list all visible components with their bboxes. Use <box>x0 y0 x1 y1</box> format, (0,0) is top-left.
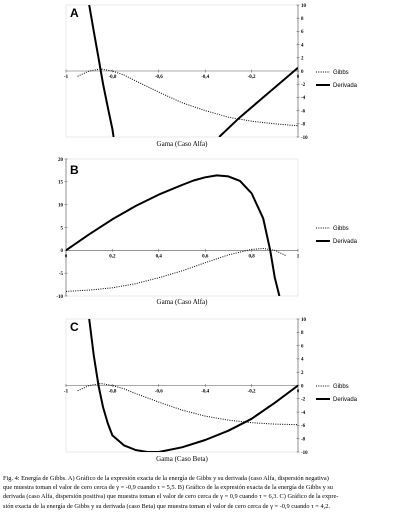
y-tick-label: -8 <box>301 123 306 128</box>
y-tick-label: 0 <box>301 384 304 389</box>
y-tick-label: 15 <box>58 181 64 186</box>
series-derivada-line <box>88 5 115 137</box>
y-tick-label: 10 <box>301 318 307 323</box>
x-tick-label: 1 <box>297 254 300 259</box>
y-tick-label: 0 <box>301 70 304 75</box>
x-tick-label: 0,2 <box>109 254 116 259</box>
series-group <box>66 174 287 296</box>
series-derivada-line <box>218 66 298 137</box>
y-tick-label: -10 <box>301 451 308 456</box>
series-gibbs-line <box>77 383 298 426</box>
y-tick-label: 10 <box>58 203 64 208</box>
y-tick-label: 8 <box>301 17 304 22</box>
y-tick-label: -6 <box>301 109 306 114</box>
x-tick-label: 0,8 <box>248 254 255 259</box>
caption-line: que muestra toman el valor de cero cerca… <box>3 484 333 492</box>
x-tick-label: -0,6 <box>155 390 163 395</box>
x-tick-label: -1 <box>64 75 69 80</box>
y-tick-label: -10 <box>56 295 63 300</box>
legend-label: Gibbs <box>333 226 349 232</box>
y-tick-label: -8 <box>301 438 306 443</box>
x-tick-label: -0,8 <box>108 75 116 80</box>
series-derivada-line <box>88 319 298 452</box>
y-tick-label: -10 <box>301 136 308 141</box>
series-gibbs-line <box>66 248 287 292</box>
caption-line: sión exacta de la energía de Gibbs y su … <box>3 502 330 510</box>
y-tick-label: 10 <box>301 4 307 9</box>
legend-label: Gibbs <box>333 384 349 390</box>
figure-caption: Fig. 4: Energía de Gibbs. A) Gráfico de … <box>3 474 414 511</box>
y-tick-label: 2 <box>301 57 304 62</box>
y-tick-label: -4 <box>301 411 306 416</box>
caption-line: derivada (caso Alfa, dispersión positiva… <box>3 493 339 501</box>
y-tick-label: 8 <box>301 331 304 336</box>
x-tick-label: -0,2 <box>248 75 256 80</box>
legend-label: Derivada <box>333 397 358 403</box>
y-tick-label: -2 <box>301 398 306 403</box>
x-tick-label: -0,2 <box>248 390 256 395</box>
y-tick-label: -6 <box>301 424 306 429</box>
x-tick-label: -1 <box>64 390 69 395</box>
figure: A-1-0,8-0,6-0,4-0,201086420-2-4-6-8-10Ga… <box>56 4 358 463</box>
y-tick-label: 5 <box>61 226 64 231</box>
legend-label: Gibbs <box>333 70 349 76</box>
y-tick-label: 6 <box>301 344 304 349</box>
panel-letter: C <box>70 320 79 334</box>
x-tick-label: -0,6 <box>155 75 163 80</box>
x-tick-label: -0,4 <box>201 390 209 395</box>
chart-panel-c: C-1-0,8-0,6-0,4-0,201086420-2-4-6-8-10Ga… <box>64 318 358 463</box>
x-axis-title: Gama (Caso Alfa) <box>157 140 209 148</box>
series-derivada-line <box>66 174 281 296</box>
x-tick-label: 0,4 <box>156 254 163 259</box>
y-tick-label: 20 <box>58 158 64 163</box>
x-tick-label: -0,4 <box>201 75 209 80</box>
x-axis-title: Gama (Caso Beta) <box>156 455 208 463</box>
y-tick-label: 2 <box>301 371 304 376</box>
panel-letter: B <box>70 163 79 177</box>
legend-label: Derivada <box>333 83 358 89</box>
y-tick-label: -4 <box>301 96 306 101</box>
series-group <box>77 319 298 452</box>
y-tick-label: 6 <box>301 30 304 35</box>
y-tick-label: -5 <box>59 272 64 277</box>
y-tick-label: -2 <box>301 83 306 88</box>
y-tick-label: 0 <box>61 249 64 254</box>
x-tick-label: -0,8 <box>108 390 116 395</box>
legend-label: Derivada <box>333 239 358 245</box>
chart-panel-a: A-1-0,8-0,6-0,4-0,201086420-2-4-6-8-10Ga… <box>64 4 358 148</box>
y-tick-label: 4 <box>301 358 304 363</box>
panel-letter: A <box>70 6 79 20</box>
x-tick-label: 0,6 <box>202 254 209 259</box>
x-axis-title: Gama (Caso Alfa) <box>157 298 209 306</box>
caption-line: Fig. 4: Energía de Gibbs. A) Gráfico de … <box>3 475 329 482</box>
series-group <box>77 5 298 137</box>
y-tick-label: 4 <box>301 43 304 48</box>
